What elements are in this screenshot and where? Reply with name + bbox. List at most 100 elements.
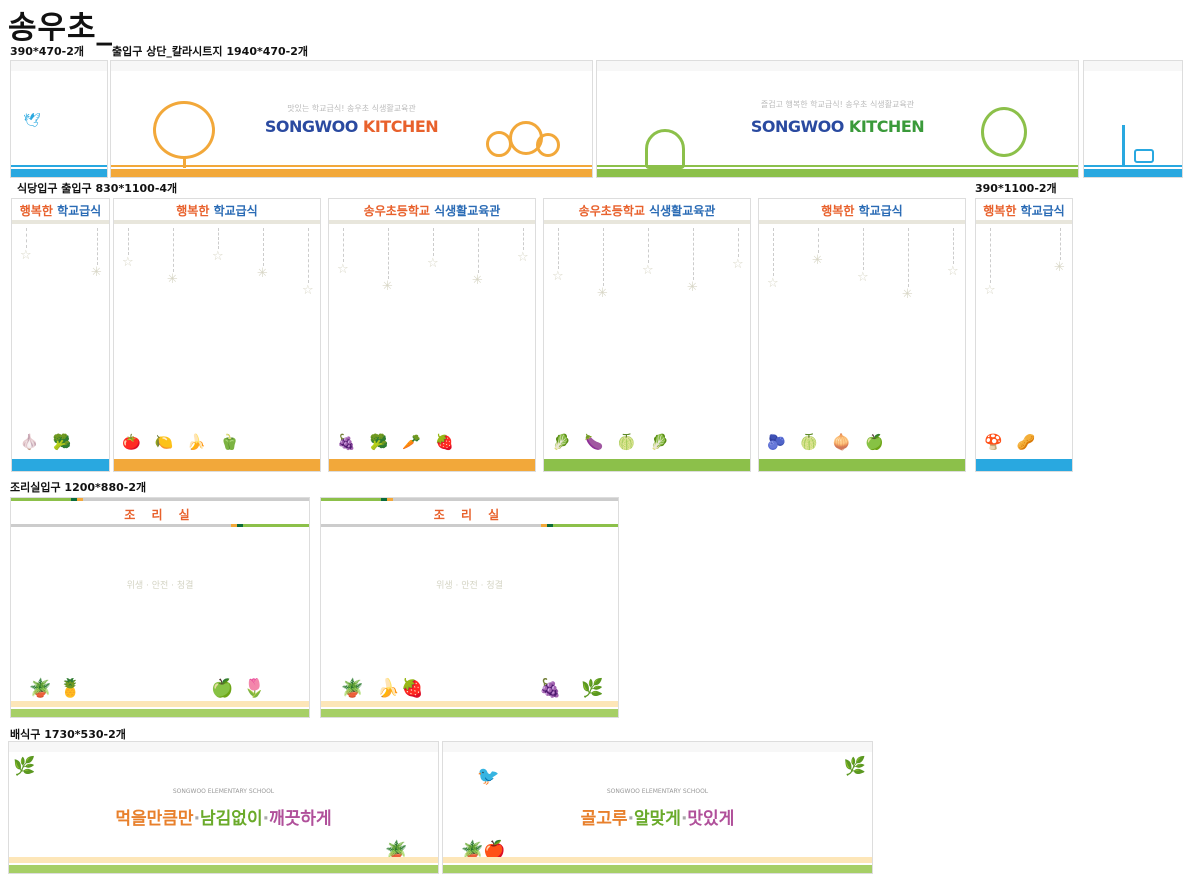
star-ornament-icon: ☆ (732, 257, 744, 272)
vegetable-icons: 🫐🍈🧅🍏 (767, 433, 898, 451)
school-name: SONGWOO ELEMENTARY SCHOOL (172, 788, 275, 795)
star-ornament-icon: ✳ (687, 280, 698, 295)
plant-icon: 🪴 (341, 678, 364, 699)
star-ornament-icon: ☆ (337, 262, 349, 277)
hanging-string (863, 228, 864, 270)
grapes-icon: 🍇 (539, 678, 562, 699)
label-top-main: 출입구 상단_칼라시트지 1940*470-2개 (112, 45, 309, 58)
cafeteria-sign: 행복한 학교급식 ☆ ✳ ☆ ✳ ☆ 🍅🍋🍌🫑 (113, 198, 321, 472)
label-serving: 배식구 1730*530-2개 (10, 728, 126, 741)
banner-logo: SONGWOO KITCHEN (750, 117, 925, 136)
flower-icon: 🌷 (243, 678, 266, 699)
plant-icon: 🌿 (581, 678, 604, 699)
star-ornament-icon: ☆ (984, 283, 996, 298)
hanging-string (818, 228, 819, 253)
cafeteria-sign: 행복한 학교급식 ☆ ✳ 🍄🥜 (975, 198, 1073, 472)
panel-heading: 행복한 학교급식 (12, 199, 109, 224)
hanging-string (308, 228, 309, 283)
hanging-string (738, 228, 739, 257)
star-ornament-icon: ☆ (767, 276, 779, 291)
hanging-string (128, 228, 129, 255)
hanging-string (558, 228, 559, 269)
slogan: 골고루·알맞게·맛있게 (580, 809, 735, 829)
slogan: 먹을만큼만·남김없이·깨끗하게 (115, 809, 332, 829)
star-ornament-icon: ☆ (212, 249, 224, 264)
bird-icon: 🕊 (23, 113, 41, 129)
cafeteria-sign: 행복한 학교급식 ☆ ✳ 🧄🥦 (11, 198, 110, 472)
kitchen-title: 조 리 실 (124, 508, 196, 522)
hanging-string (263, 228, 264, 266)
banner-orange: 맛있는 학교급식! 송우초 식생활교육관 SONGWOO KITCHEN (110, 60, 593, 178)
banner-green: 즐겁고 행복한 학교급식! 송우초 식생활교육관 SONGWOO KITCHEN (596, 60, 1079, 178)
star-ornament-icon: ☆ (857, 270, 869, 285)
kitchen-motto: 위생 · 안전 · 청결 (126, 581, 194, 591)
bird-icon: 🐦 (477, 766, 500, 787)
banner-subtitle: 맛있는 학교급식! 송우초 식생활교육관 (287, 104, 416, 113)
tree-icon (981, 107, 1027, 157)
vegetable-icons: 🧄🥦 (20, 433, 86, 451)
hanging-string (433, 228, 434, 256)
banana-icon: 🍌 (377, 678, 400, 699)
star-ornament-icon: ✳ (382, 279, 393, 294)
kitchen-motto: 위생 · 안전 · 청결 (436, 581, 503, 591)
panel-heading: 행복한 학교급식 (114, 199, 320, 224)
school-name: SONGWOO ELEMENTARY SCHOOL (606, 788, 709, 795)
panel-heading: 송우초등학교 식생활교육관 (329, 199, 535, 224)
flower-pot-icon: 🪴 (385, 840, 408, 861)
label-cafeteria: 식당입구 출입구 830*1100-4개 (17, 182, 178, 195)
star-ornament-icon: ☆ (427, 256, 439, 271)
tree-icon (536, 133, 560, 157)
branch-icon: 🌿 (843, 756, 866, 777)
star-ornament-icon: ☆ (20, 248, 32, 263)
hanging-string (478, 228, 479, 273)
lamp-icon (1122, 125, 1125, 165)
apple-icon: 🍎 (483, 840, 506, 861)
star-ornament-icon: ✳ (902, 287, 913, 302)
hanging-string (97, 228, 98, 265)
panel-heading: 행복한 학교급식 (759, 199, 965, 224)
star-ornament-icon: ☆ (947, 264, 959, 279)
star-ornament-icon: ✳ (597, 286, 608, 301)
hanging-string (343, 228, 344, 262)
cafeteria-sign: 송우초등학교 식생활교육관 ☆ ✳ ☆ ✳ ☆ 🍇🥦🥕🍓 (328, 198, 536, 472)
star-ornament-icon: ☆ (122, 255, 134, 270)
hanging-string (908, 228, 909, 287)
hanging-string (603, 228, 604, 286)
plant-icon: 🪴 (461, 840, 484, 861)
hanging-string (173, 228, 174, 272)
star-ornament-icon: ✳ (472, 273, 483, 288)
hanging-string (218, 228, 219, 249)
tree-icon (486, 131, 512, 157)
panel-heading: 송우초등학교 식생활교육관 (544, 199, 750, 224)
star-ornament-icon: ☆ (302, 283, 314, 298)
hanging-string (953, 228, 954, 264)
side-panel-bench (1083, 60, 1183, 178)
hanging-string (388, 228, 389, 279)
vegetable-icons: 🥬🍆🍈🥬 (552, 433, 683, 451)
kitchen-title: 조 리 실 (433, 508, 506, 522)
vegetable-icons: 🍄🥜 (984, 433, 1050, 451)
label-top-side: 390*470-2개 (10, 45, 85, 58)
page-title: 송우초_ (8, 10, 114, 46)
plant-icon: 🪴 (29, 678, 52, 699)
branch-icon: 🌿 (13, 756, 36, 777)
hanging-string (26, 228, 27, 248)
hanging-string (1060, 228, 1061, 260)
star-ornament-icon: ✳ (1054, 260, 1065, 275)
side-panel-birds: 🕊 (10, 60, 108, 178)
star-ornament-icon: ☆ (642, 263, 654, 278)
kitchen-sign: 조 리 실 위생 · 안전 · 청결 🪴 🍍 🍏 🌷 (10, 497, 310, 718)
vegetable-icons: 🍇🥦🥕🍓 (337, 433, 468, 451)
star-ornament-icon: ✳ (257, 266, 268, 281)
cafeteria-sign: 행복한 학교급식 ☆ ✳ ☆ ✳ ☆ 🫐🍈🧅🍏 (758, 198, 966, 472)
star-ornament-icon: ✳ (167, 272, 178, 287)
banner-logo: SONGWOO KITCHEN (264, 117, 439, 136)
cafeteria-sign: 송우초등학교 식생활교육관 ☆ ✳ ☆ ✳ ☆ 🥬🍆🍈🥬 (543, 198, 751, 472)
hanging-string (990, 228, 991, 283)
pineapple-icon: 🍍 (59, 678, 82, 699)
label-kitchen: 조리실입구 1200*880-2개 (10, 481, 147, 494)
label-cafeteria-side: 390*1100-2개 (975, 182, 1057, 195)
strawberry-icon: 🍓 (401, 678, 424, 699)
vegetable-icons: 🍅🍋🍌🫑 (122, 433, 253, 451)
star-ornament-icon: ☆ (552, 269, 564, 284)
